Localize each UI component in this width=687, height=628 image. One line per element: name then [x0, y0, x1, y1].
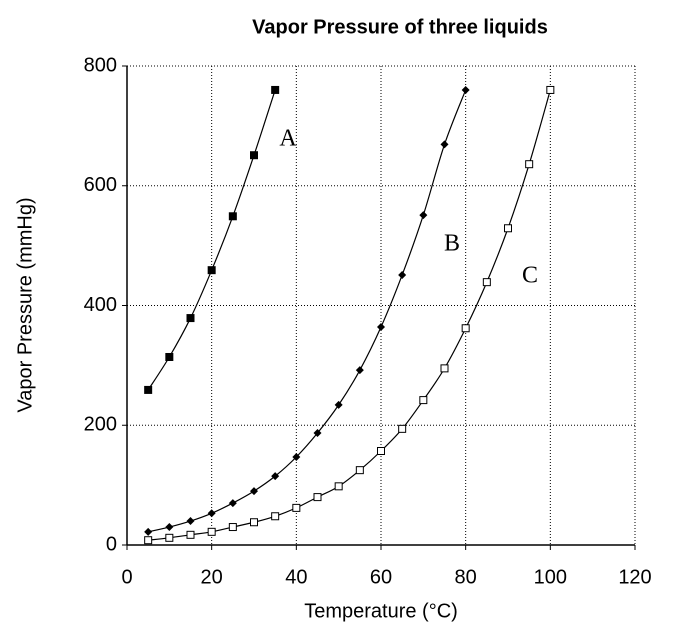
series-line — [148, 89, 551, 541]
curve-label: C — [522, 263, 538, 289]
marker — [419, 211, 428, 220]
y-tick-label: 200 — [84, 414, 117, 436]
marker — [250, 151, 258, 160]
marker — [419, 396, 428, 405]
x-tick-label: 40 — [285, 566, 307, 588]
marker — [228, 499, 237, 508]
marker — [313, 493, 322, 502]
marker — [250, 518, 258, 527]
curve-label: A — [279, 126, 297, 152]
marker — [207, 527, 216, 536]
marker — [461, 324, 470, 333]
marker — [355, 466, 364, 475]
series-line — [147, 89, 276, 391]
x-tick-label: 0 — [121, 566, 132, 588]
marker — [504, 224, 512, 233]
marker — [440, 364, 449, 373]
marker — [250, 487, 258, 496]
y-tick-label: 800 — [84, 54, 117, 76]
marker — [525, 160, 534, 169]
marker — [186, 517, 195, 526]
x-tick-label: 120 — [618, 566, 651, 588]
marker — [271, 85, 280, 94]
y-tick-label: 400 — [84, 294, 117, 316]
marker — [334, 482, 343, 491]
x-tick-label: 100 — [534, 566, 567, 588]
marker — [398, 270, 407, 279]
y-tick-label: 0 — [106, 533, 117, 555]
y-tick-label: 600 — [84, 174, 117, 196]
marker — [186, 314, 195, 323]
marker — [334, 400, 343, 409]
y-axis-label: Vapor Pressure (mmHg) — [14, 197, 36, 412]
x-axis-label: Temperature (°C) — [304, 600, 458, 622]
marker — [228, 212, 237, 221]
marker — [144, 527, 153, 536]
marker — [144, 536, 153, 545]
x-tick-label: 20 — [201, 566, 223, 588]
marker — [377, 323, 385, 332]
marker — [186, 530, 195, 539]
x-tick-label: 80 — [455, 566, 477, 588]
curve-label: B — [444, 231, 460, 257]
marker — [398, 424, 407, 433]
marker — [313, 429, 322, 438]
marker — [165, 352, 174, 361]
marker — [482, 278, 491, 287]
x-tick-label: 60 — [370, 566, 392, 588]
marker — [461, 85, 470, 94]
marker — [377, 446, 385, 455]
marker — [228, 523, 237, 532]
marker — [207, 266, 216, 275]
marker — [165, 523, 174, 532]
marker — [271, 472, 280, 481]
chart-title: Vapor Pressure of three liquids — [252, 16, 548, 38]
marker — [355, 366, 364, 375]
marker — [292, 452, 301, 461]
marker — [440, 140, 449, 149]
marker — [207, 509, 216, 518]
marker — [144, 385, 153, 394]
marker — [546, 85, 555, 94]
marker — [292, 503, 301, 512]
marker — [271, 512, 280, 521]
series-line — [148, 89, 467, 533]
marker — [165, 533, 174, 542]
